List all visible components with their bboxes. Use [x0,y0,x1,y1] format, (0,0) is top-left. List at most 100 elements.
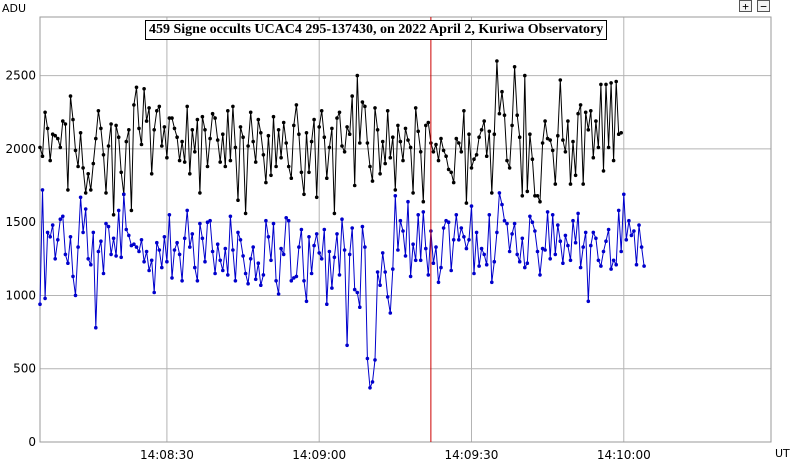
blue-series-point [319,257,324,261]
blue-series-point [137,249,141,254]
blue-series-point [383,270,388,274]
blue-series-point [269,258,273,263]
blue-series-point [469,204,474,208]
blue-series-point [127,233,131,238]
black-series-point [299,170,304,175]
blue-series-point [314,232,319,236]
x-axis-label: UT [775,447,790,460]
blue-series-point [330,286,334,290]
black-series-point [106,144,111,148]
black-series-point [327,145,332,150]
black-series-point [276,128,281,132]
black-series-point [104,191,108,195]
black-series-point [271,114,276,119]
blue-series-point [210,249,215,254]
blue-series-point [632,229,636,233]
black-series-point [383,161,388,166]
black-series-point [545,136,550,141]
black-series-point [589,109,593,113]
black-series-point [167,116,172,120]
blue-series-point [243,271,248,276]
black-series-point [558,78,563,82]
black-series-point [556,133,560,138]
blue-series-point [446,220,451,224]
black-series-point [58,145,63,150]
blue-series-point [152,290,156,295]
blue-series-point [48,235,52,239]
blue-series-point [325,302,329,307]
black-series-point [246,144,250,148]
black-series-point [188,172,192,176]
blue-series-point [497,191,502,195]
black-series-point [243,211,248,216]
black-series-point [375,128,380,132]
blue-series-point [515,252,519,257]
blue-series-point [91,230,96,235]
blue-series-point [106,224,111,229]
blue-series-point [350,226,355,230]
blue-series-point [304,299,309,304]
blue-series-point [586,299,591,304]
black-series-point [418,150,423,154]
blue-series-point [286,218,291,223]
black-series-point [241,135,245,139]
blue-series-point [525,261,530,266]
blue-series-point [284,216,289,220]
black-series-point [208,136,212,141]
blue-series-point [591,230,596,235]
x-tick-label: 14:10:00 [597,448,651,462]
black-series-point [68,94,73,98]
black-series-point [484,154,489,158]
black-series-point [406,138,410,142]
black-series-point [124,139,129,144]
black-series-point [281,120,286,125]
black-series-point [388,155,393,160]
black-series-point [286,164,291,169]
blue-series-point [421,210,426,214]
blue-series-point [101,271,106,276]
blue-series-point [149,258,154,263]
black-series-point [94,136,98,141]
zoom-out-button[interactable]: − [757,0,770,12]
black-series-point [482,119,487,123]
black-series-point [446,167,451,172]
black-series-point [253,160,258,164]
black-series-point [259,131,263,135]
blue-series-point [596,258,601,263]
blue-series-point [558,239,563,243]
black-series-point [149,172,154,176]
blue-series-point [604,239,608,243]
black-series-point [99,126,103,131]
blue-series-point [259,283,263,288]
blue-series-point [271,221,276,226]
blue-series-point [246,281,250,286]
blue-series-point [292,276,296,280]
blue-series-point [571,218,575,223]
black-series-point [221,132,225,136]
blue-series-point [583,230,588,235]
black-series-point [563,150,568,154]
black-series-point [251,139,255,144]
blue-series-point [180,279,184,283]
y-tick-label: 2000 [5,142,36,156]
black-series-point [601,169,606,173]
black-series-point [190,128,195,132]
black-series-point [330,126,334,131]
blue-series-point [165,259,169,264]
blue-series-point [177,252,182,257]
blue-series-point [274,279,278,283]
blue-series-point [543,248,547,252]
black-series-point [292,123,296,128]
black-series-point [48,158,52,163]
black-series-point [538,199,542,204]
blue-series-point [142,259,146,264]
black-series-point [297,132,301,136]
zoom-in-button[interactable]: + [739,0,752,12]
black-series-point [38,145,42,150]
black-series-point [142,87,146,91]
blue-series-point [185,208,189,213]
black-series-point [114,123,118,128]
blue-series-point [78,195,83,200]
blue-series-point [439,265,443,270]
black-series-point [152,128,156,132]
